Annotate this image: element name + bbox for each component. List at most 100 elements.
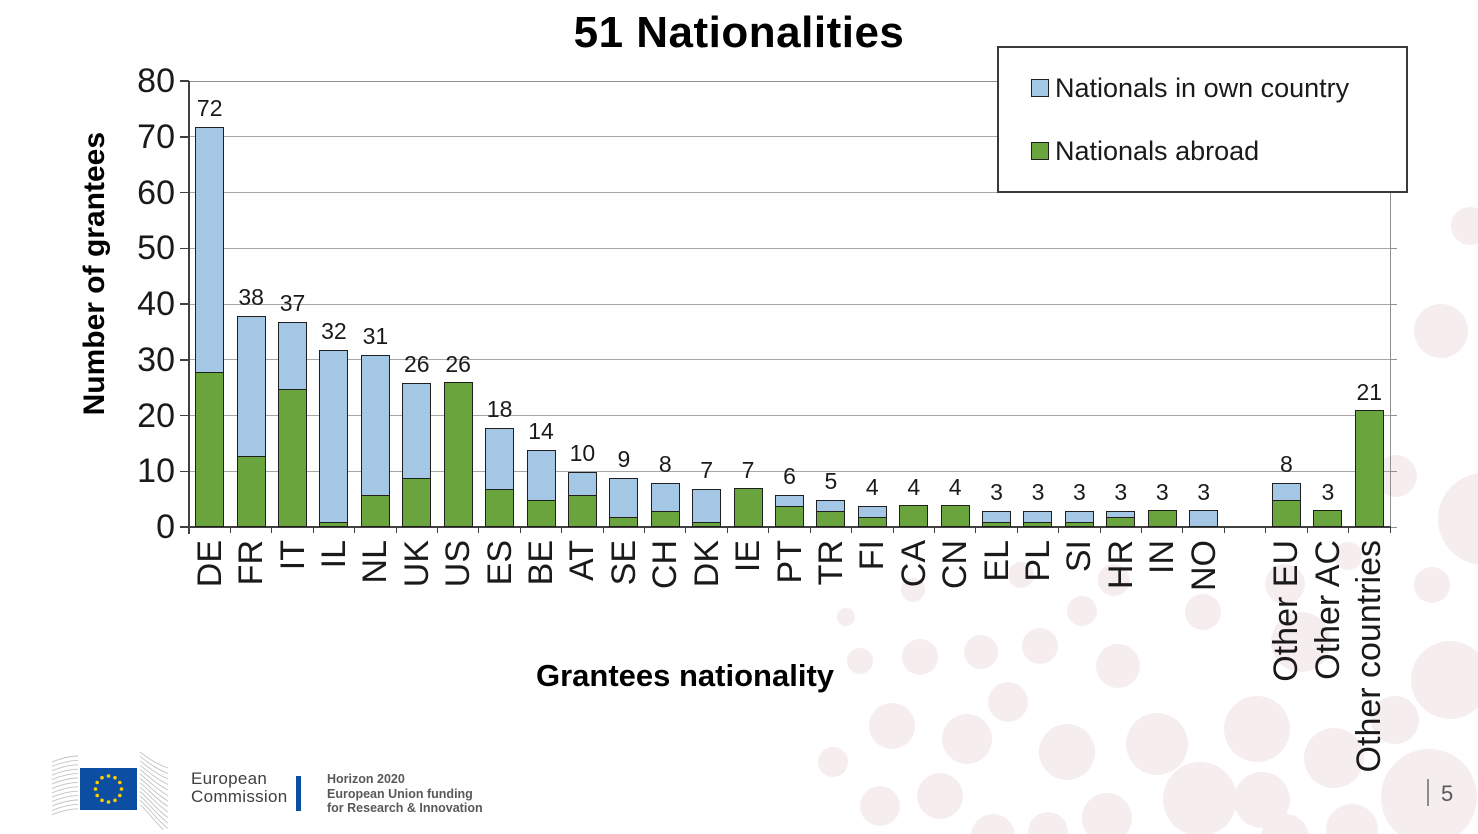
y-tick (180, 470, 189, 472)
bar-total-label: 6 (783, 462, 796, 489)
y-tick (180, 191, 189, 194)
x-tick (1182, 527, 1184, 533)
bar-segment-own-country (609, 477, 639, 518)
decorative-dot (1265, 564, 1305, 604)
bar-total-label: 18 (486, 395, 513, 422)
x-tick (892, 527, 894, 533)
decorative-dot (1126, 713, 1188, 775)
x-tick (644, 527, 646, 533)
decorative-dot (1082, 793, 1132, 834)
y-tick-right (1390, 415, 1397, 416)
bar-total-label: 72 (196, 94, 223, 121)
bar-segment-abroad (733, 487, 763, 527)
program-line3: for Research & Innovation (327, 801, 483, 815)
decorative-dot (901, 578, 925, 602)
page-number-divider (1427, 779, 1429, 806)
bar-segment-abroad (1354, 409, 1384, 527)
bar-total-label: 26 (403, 351, 430, 378)
decorative-dot (1185, 594, 1221, 630)
x-tick-label: FI (853, 540, 892, 571)
x-tick (933, 527, 935, 533)
decorative-dot (902, 639, 938, 675)
bar-total-label: 32 (321, 317, 347, 344)
bar-total-label: 21 (1356, 378, 1383, 405)
x-tick (436, 527, 438, 533)
y-tick-label: 0 (156, 508, 175, 546)
bar-segment-abroad (360, 493, 390, 527)
bar-total-label: 4 (948, 473, 962, 500)
bar-segment-own-country (236, 316, 266, 457)
bar-total-label: 7 (741, 456, 755, 483)
bar-segment-own-country (775, 494, 804, 507)
x-tick-label: IL (314, 540, 353, 569)
decorative-dot (1096, 644, 1140, 688)
x-tick (851, 527, 853, 533)
y-tick-right (1390, 470, 1397, 472)
bar-segment-own-country (857, 505, 887, 518)
x-tick-label: DE (190, 540, 229, 588)
y-tick-right (1390, 526, 1397, 528)
chart-title: 51 Nationalities (573, 8, 905, 57)
x-tick (1306, 527, 1308, 533)
x-tick-label: AT (563, 540, 602, 581)
horizon-2020-label: Horizon 2020 European Union funding for … (327, 772, 483, 816)
x-tick-label: SE (604, 540, 643, 586)
bar-segment-own-country (1189, 510, 1219, 527)
x-tick-label: Other countries (1350, 540, 1389, 773)
bar-segment-abroad (236, 454, 266, 527)
bar-segment-own-country (526, 449, 556, 502)
x-tick (229, 527, 231, 533)
page-number: 5 (1441, 781, 1454, 806)
decorative-dot (917, 773, 963, 819)
bar-total-label: 38 (238, 284, 264, 311)
bar-segment-own-country (360, 355, 390, 496)
decorative-dot (1098, 564, 1130, 596)
decorative-dot (942, 714, 992, 764)
decorative-dot (818, 747, 848, 777)
bar-total-label: 3 (1072, 479, 1086, 506)
x-tick-label: CA (894, 540, 933, 588)
european-commission-label: European Commission (191, 770, 288, 806)
x-tick (561, 527, 563, 533)
x-tick-label: PL (1018, 540, 1057, 582)
x-tick-label: NL (356, 540, 395, 584)
bar-segment-own-country (485, 427, 515, 490)
program-line2: European Union funding (327, 786, 473, 801)
gridline (189, 470, 1390, 472)
bar-total-label: 31 (362, 323, 389, 350)
y-tick (180, 526, 189, 528)
y-tick (180, 359, 189, 361)
x-tick (1223, 527, 1225, 533)
x-tick-label: US (439, 540, 478, 588)
x-tick-label: BE (522, 540, 561, 586)
x-tick-label: IE (729, 540, 768, 573)
y-tick (180, 247, 189, 249)
y-tick (180, 414, 189, 417)
x-tick-label: HR (1101, 540, 1140, 590)
gridline (189, 359, 1390, 361)
y-tick-right (1390, 247, 1397, 249)
bar-segment-own-country (278, 321, 308, 390)
ec-line2: Commission (191, 787, 288, 806)
y-tick (180, 136, 189, 138)
bar-segment-own-country (402, 383, 432, 479)
bar-total-label: 14 (528, 417, 554, 444)
y-axis-line (187, 81, 190, 534)
x-tick (271, 527, 273, 533)
bar-segment-own-country (195, 126, 225, 373)
bar-segment-abroad (443, 382, 473, 527)
x-tick (1348, 527, 1350, 533)
x-tick-label: PT (770, 540, 809, 584)
x-tick (312, 527, 314, 533)
decorative-dot (971, 814, 1015, 834)
decorative-dot (964, 635, 998, 669)
decorative-dot (847, 648, 873, 674)
bar-segment-own-country (1271, 483, 1301, 502)
legend-swatch-green-icon (1031, 142, 1049, 160)
plot-border (189, 81, 1391, 528)
european-commission-logo-icon (51, 751, 169, 830)
bar-total-label: 37 (279, 289, 306, 316)
bar-segment-abroad (195, 370, 225, 527)
x-tick-label: UK (397, 540, 436, 588)
bar-segment-own-country (319, 349, 349, 524)
